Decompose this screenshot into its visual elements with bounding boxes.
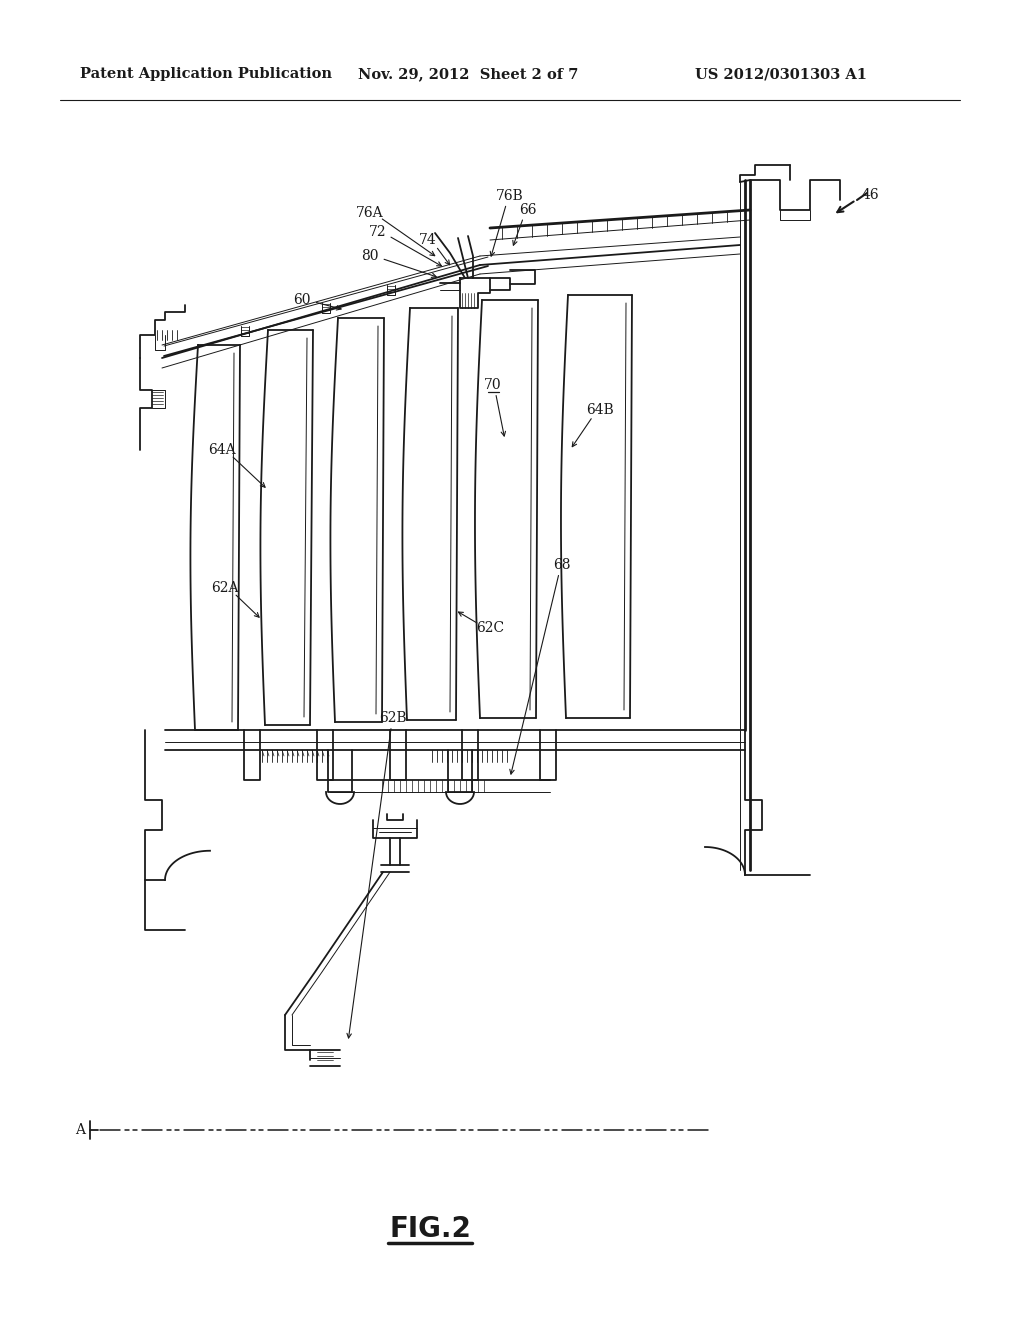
Text: 64B: 64B (586, 403, 613, 417)
Text: 62C: 62C (476, 620, 504, 635)
Text: FIG.2: FIG.2 (389, 1214, 471, 1243)
Text: 72: 72 (370, 224, 387, 239)
Text: US 2012/0301303 A1: US 2012/0301303 A1 (695, 67, 867, 81)
Text: 76A: 76A (356, 206, 384, 220)
Text: Nov. 29, 2012  Sheet 2 of 7: Nov. 29, 2012 Sheet 2 of 7 (358, 67, 579, 81)
Text: Patent Application Publication: Patent Application Publication (80, 67, 332, 81)
Text: 68: 68 (553, 558, 570, 572)
Text: 74: 74 (419, 234, 437, 247)
Text: 62B: 62B (379, 711, 407, 725)
Text: 64A: 64A (208, 444, 236, 457)
Text: 60: 60 (293, 293, 310, 308)
Text: A: A (75, 1123, 85, 1137)
Text: 70: 70 (484, 378, 502, 392)
Text: 66: 66 (519, 203, 537, 216)
Text: 46: 46 (861, 187, 879, 202)
Text: 80: 80 (361, 249, 379, 263)
Text: 76B: 76B (496, 189, 524, 203)
Text: 62A: 62A (211, 581, 239, 595)
